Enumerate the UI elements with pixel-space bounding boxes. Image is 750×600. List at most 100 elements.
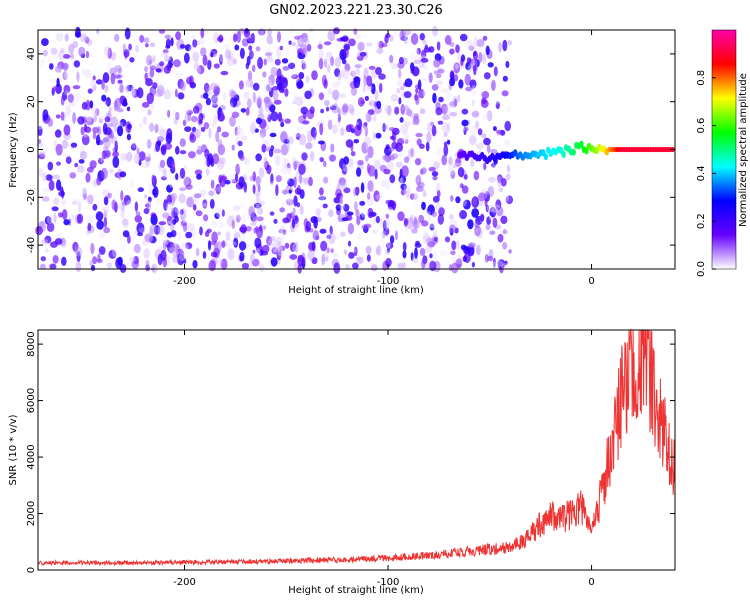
noise-speckle: [421, 201, 426, 211]
noise-speckle: [497, 233, 504, 243]
noise-speckle: [107, 192, 112, 199]
noise-speckle: [252, 216, 258, 225]
noise-speckle: [432, 251, 438, 263]
noise-speckle: [252, 249, 256, 254]
noise-speckle: [124, 43, 128, 52]
noise-speckle: [46, 222, 55, 233]
noise-speckle: [77, 164, 85, 173]
noise-speckle: [389, 54, 394, 64]
noise-speckle: [362, 123, 367, 129]
noise-speckle: [459, 210, 467, 220]
noise-speckle: [40, 239, 49, 244]
noise-speckle: [240, 108, 247, 113]
noise-speckle: [427, 210, 431, 222]
noise-speckle: [431, 211, 437, 218]
noise-speckle: [117, 256, 123, 267]
noise-speckle: [433, 58, 441, 68]
noise-speckle: [183, 165, 188, 170]
noise-speckle: [400, 183, 408, 191]
noise-speckle: [245, 107, 250, 116]
noise-speckle: [402, 57, 408, 65]
noise-speckle: [216, 257, 223, 266]
noise-speckle: [95, 79, 103, 85]
noise-speckle: [138, 227, 145, 234]
noise-speckle: [208, 190, 215, 196]
noise-speckle: [106, 38, 113, 45]
noise-speckle: [218, 34, 224, 43]
noise-speckle: [108, 249, 117, 259]
noise-speckle: [99, 232, 106, 239]
noise-speckle: [108, 168, 114, 173]
noise-speckle: [275, 184, 279, 197]
noise-speckle: [155, 151, 159, 157]
noise-speckle: [258, 74, 263, 83]
noise-speckle: [85, 50, 90, 59]
noise-speckle: [366, 254, 371, 262]
noise-speckle: [183, 175, 190, 186]
noise-speckle: [60, 111, 65, 121]
noise-speckle: [368, 65, 376, 70]
noise-speckle: [161, 176, 167, 181]
noise-speckle: [373, 159, 381, 170]
noise-speckle: [224, 179, 231, 185]
noise-speckle: [68, 43, 75, 55]
noise-speckle: [449, 70, 455, 80]
noise-speckle: [65, 105, 72, 116]
noise-speckle: [107, 47, 112, 59]
noise-speckle: [275, 175, 282, 183]
noise-speckle: [438, 96, 444, 103]
noise-speckle: [257, 97, 262, 109]
noise-speckle: [457, 167, 465, 178]
noise-speckle: [484, 253, 489, 263]
noise-speckle: [459, 198, 467, 207]
noise-speckle: [384, 180, 391, 190]
noise-speckle: [102, 137, 110, 143]
noise-speckle: [355, 224, 362, 229]
noise-speckle: [312, 130, 317, 140]
noise-speckle: [211, 220, 218, 228]
noise-speckle: [162, 239, 167, 251]
noise-speckle: [376, 40, 380, 47]
noise-speckle: [471, 110, 480, 118]
noise-speckle: [413, 218, 418, 230]
noise-speckle: [178, 253, 186, 261]
noise-speckle: [431, 171, 439, 177]
noise-speckle: [279, 207, 286, 213]
noise-speckle: [273, 163, 280, 173]
noise-speckle: [97, 230, 103, 243]
noise-speckle: [281, 202, 286, 207]
noise-speckle: [103, 217, 108, 228]
noise-speckle: [395, 230, 398, 241]
noise-speckle: [212, 153, 220, 165]
noise-speckle: [102, 122, 108, 135]
noise-speckle: [495, 199, 502, 210]
noise-speckle: [194, 169, 203, 176]
noise-speckle: [492, 204, 501, 210]
noise-speckle: [283, 173, 289, 180]
noise-speckle: [72, 40, 79, 49]
signal-track-point: [571, 148, 576, 156]
noise-speckle: [403, 184, 411, 195]
noise-speckle: [115, 65, 122, 72]
noise-speckle: [268, 148, 274, 157]
noise-speckle: [324, 96, 329, 102]
noise-speckle: [445, 90, 452, 98]
noise-speckle: [89, 100, 94, 109]
noise-speckle: [437, 213, 444, 225]
noise-speckle: [71, 200, 78, 206]
noise-speckle: [318, 92, 325, 101]
noise-speckle: [432, 195, 440, 203]
noise-speckle: [41, 196, 50, 202]
noise-speckle: [51, 86, 60, 92]
noise-speckle: [131, 142, 137, 148]
noise-speckle: [255, 248, 261, 257]
noise-speckle: [286, 136, 294, 145]
noise-speckle: [502, 39, 508, 52]
noise-speckle: [476, 39, 485, 47]
noise-speckle: [69, 172, 77, 179]
noise-speckle: [441, 88, 449, 93]
noise-speckle: [179, 187, 186, 192]
noise-speckle: [236, 127, 244, 139]
noise-speckle: [103, 138, 111, 149]
noise-speckle: [293, 176, 297, 189]
